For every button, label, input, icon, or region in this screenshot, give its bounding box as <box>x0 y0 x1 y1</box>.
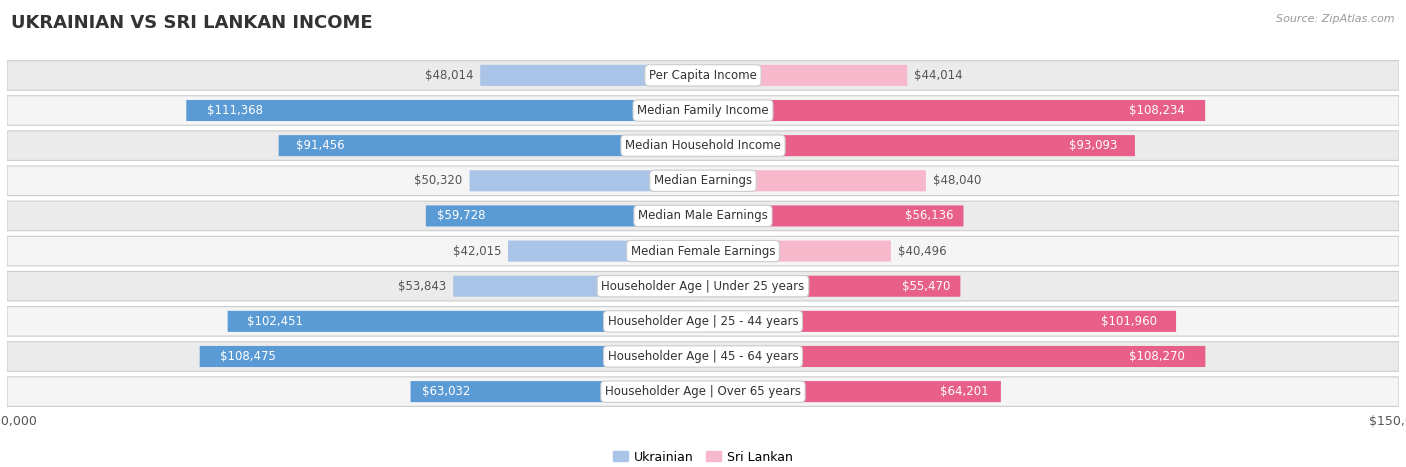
Text: Median Earnings: Median Earnings <box>654 174 752 187</box>
Text: $64,201: $64,201 <box>941 385 988 398</box>
FancyBboxPatch shape <box>703 65 907 86</box>
Text: $63,032: $63,032 <box>422 385 471 398</box>
FancyBboxPatch shape <box>703 135 1135 156</box>
Text: $55,470: $55,470 <box>901 280 950 293</box>
Text: $108,270: $108,270 <box>1129 350 1185 363</box>
Text: $91,456: $91,456 <box>295 139 344 152</box>
Text: $53,843: $53,843 <box>398 280 446 293</box>
FancyBboxPatch shape <box>508 241 703 262</box>
Text: $101,960: $101,960 <box>1101 315 1157 328</box>
Text: $48,014: $48,014 <box>425 69 474 82</box>
Text: Householder Age | 45 - 64 years: Householder Age | 45 - 64 years <box>607 350 799 363</box>
FancyBboxPatch shape <box>7 307 1399 336</box>
Text: $56,136: $56,136 <box>904 209 953 222</box>
Text: $40,496: $40,496 <box>898 245 946 258</box>
FancyBboxPatch shape <box>228 311 703 332</box>
FancyBboxPatch shape <box>426 205 703 226</box>
FancyBboxPatch shape <box>7 131 1399 160</box>
FancyBboxPatch shape <box>703 276 960 297</box>
FancyBboxPatch shape <box>7 271 1399 301</box>
Text: Median Female Earnings: Median Female Earnings <box>631 245 775 258</box>
FancyBboxPatch shape <box>703 346 1205 367</box>
Text: Per Capita Income: Per Capita Income <box>650 69 756 82</box>
FancyBboxPatch shape <box>453 276 703 297</box>
FancyBboxPatch shape <box>703 381 1001 402</box>
FancyBboxPatch shape <box>703 100 1205 121</box>
FancyBboxPatch shape <box>481 65 703 86</box>
Text: $42,015: $42,015 <box>453 245 501 258</box>
FancyBboxPatch shape <box>7 201 1399 231</box>
Text: Householder Age | 25 - 44 years: Householder Age | 25 - 44 years <box>607 315 799 328</box>
FancyBboxPatch shape <box>470 170 703 191</box>
Text: $50,320: $50,320 <box>415 174 463 187</box>
Text: $108,234: $108,234 <box>1129 104 1185 117</box>
Text: $108,475: $108,475 <box>219 350 276 363</box>
Text: Median Household Income: Median Household Income <box>626 139 780 152</box>
Text: UKRAINIAN VS SRI LANKAN INCOME: UKRAINIAN VS SRI LANKAN INCOME <box>11 14 373 32</box>
Legend: Ukrainian, Sri Lankan: Ukrainian, Sri Lankan <box>607 446 799 467</box>
Text: $59,728: $59,728 <box>437 209 485 222</box>
FancyBboxPatch shape <box>411 381 703 402</box>
Text: Householder Age | Over 65 years: Householder Age | Over 65 years <box>605 385 801 398</box>
Text: $48,040: $48,040 <box>932 174 981 187</box>
FancyBboxPatch shape <box>7 236 1399 266</box>
FancyBboxPatch shape <box>200 346 703 367</box>
FancyBboxPatch shape <box>703 241 891 262</box>
Text: $44,014: $44,014 <box>914 69 963 82</box>
FancyBboxPatch shape <box>703 170 927 191</box>
FancyBboxPatch shape <box>7 342 1399 371</box>
Text: Median Male Earnings: Median Male Earnings <box>638 209 768 222</box>
FancyBboxPatch shape <box>703 311 1175 332</box>
FancyBboxPatch shape <box>278 135 703 156</box>
Text: $93,093: $93,093 <box>1070 139 1118 152</box>
Text: $102,451: $102,451 <box>246 315 302 328</box>
FancyBboxPatch shape <box>7 96 1399 125</box>
FancyBboxPatch shape <box>7 377 1399 406</box>
Text: $111,368: $111,368 <box>207 104 263 117</box>
FancyBboxPatch shape <box>703 205 963 226</box>
FancyBboxPatch shape <box>186 100 703 121</box>
Text: Median Family Income: Median Family Income <box>637 104 769 117</box>
FancyBboxPatch shape <box>7 166 1399 196</box>
Text: Householder Age | Under 25 years: Householder Age | Under 25 years <box>602 280 804 293</box>
FancyBboxPatch shape <box>7 61 1399 90</box>
Text: Source: ZipAtlas.com: Source: ZipAtlas.com <box>1277 14 1395 24</box>
